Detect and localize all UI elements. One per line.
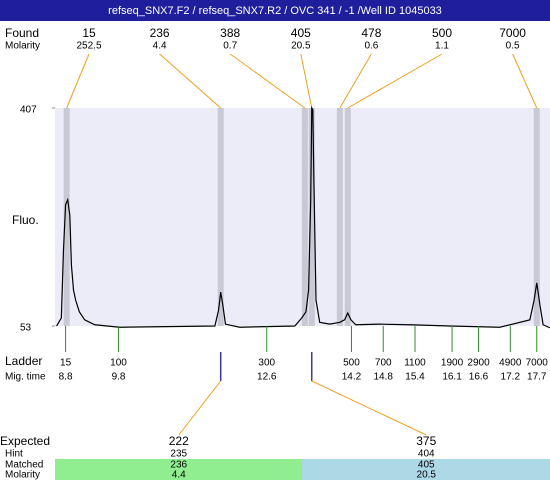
expected-size: 375 [416, 434, 436, 448]
ladder-time-label: Mig. time [5, 372, 46, 383]
y-tick-label: 407 [20, 105, 37, 116]
ladder-size: 500 [343, 358, 360, 369]
peak-leader [159, 53, 222, 109]
found-molarity: 1.1 [435, 41, 449, 52]
ladder-time: 17.2 [501, 372, 521, 383]
ladder-size: 15 [60, 358, 72, 369]
ladder-time: 12.6 [257, 372, 277, 383]
ladder-size: 700 [375, 358, 392, 369]
ladder-time: 9.8 [112, 372, 126, 383]
found-size: 478 [361, 26, 381, 40]
matched-molarity: 4.4 [172, 470, 186, 480]
peak-band [344, 108, 351, 326]
peak-band [533, 108, 540, 326]
ladder-time: 16.6 [469, 372, 489, 383]
matched-bg-2 [302, 459, 550, 480]
found-size: 15 [82, 26, 96, 40]
hint-label: Hint [5, 449, 23, 460]
found-molarity: 252.5 [76, 41, 101, 52]
peak-leader [512, 53, 538, 109]
found-size: 500 [432, 26, 452, 40]
found-size: 405 [291, 26, 311, 40]
found-molarity: 0.5 [506, 41, 520, 52]
found-size: 388 [220, 26, 240, 40]
header-bar [0, 0, 550, 21]
peak-band [336, 108, 343, 326]
expected-size: 222 [169, 434, 189, 448]
header-title: refseq_SNX7.F2 / refseq_SNX7.R2 / OVC 34… [108, 5, 442, 17]
expected-leader [311, 380, 427, 436]
ladder-size: 1900 [441, 358, 464, 369]
matched-bg-1 [55, 459, 302, 480]
ladder-time: 14.2 [342, 372, 362, 383]
ladder-size: 4900 [499, 358, 522, 369]
hint-size: 404 [418, 449, 435, 460]
matched-label: Matched [5, 460, 43, 471]
y-tick-label: 53 [20, 323, 32, 334]
peak-band [217, 108, 224, 326]
found-label: Found [5, 26, 39, 40]
peak-band [308, 108, 315, 326]
expected-label: Expected [0, 434, 50, 448]
ladder-label: Ladder [5, 354, 42, 368]
found-molarity: 0.7 [223, 41, 237, 52]
found-molarity-label: Molarity [5, 41, 40, 52]
ladder-size: 100 [110, 358, 127, 369]
peak-leader [347, 53, 443, 109]
peak-leader [229, 53, 306, 109]
ladder-size: 2900 [467, 358, 490, 369]
ladder-time: 17.7 [527, 372, 547, 383]
ladder-size: 7000 [526, 358, 549, 369]
expected-molarity-label: Molarity [5, 470, 40, 480]
expected-leader [178, 380, 222, 436]
peak-band [301, 108, 308, 326]
found-molarity: 4.4 [153, 41, 167, 52]
peak-leader [66, 53, 90, 109]
matched-size: 236 [170, 460, 187, 471]
peak-leader [339, 53, 372, 109]
peak-band [63, 108, 70, 326]
found-molarity: 0.6 [364, 41, 378, 52]
ladder-time: 16.1 [442, 372, 462, 383]
y-axis-label: Fluo. [12, 213, 39, 227]
peak-leader [300, 53, 313, 109]
ladder-time: 15.4 [405, 372, 425, 383]
ladder-size: 1100 [404, 358, 426, 369]
found-molarity: 20.5 [291, 41, 311, 52]
trace [56, 105, 550, 329]
found-size: 7000 [499, 26, 526, 40]
found-size: 236 [150, 26, 170, 40]
matched-size: 405 [418, 460, 435, 471]
ladder-time: 14.8 [374, 372, 394, 383]
ladder-size: 300 [258, 358, 275, 369]
hint-size: 235 [170, 449, 187, 460]
matched-molarity: 20.5 [417, 470, 437, 480]
ladder-time: 8.8 [59, 372, 73, 383]
